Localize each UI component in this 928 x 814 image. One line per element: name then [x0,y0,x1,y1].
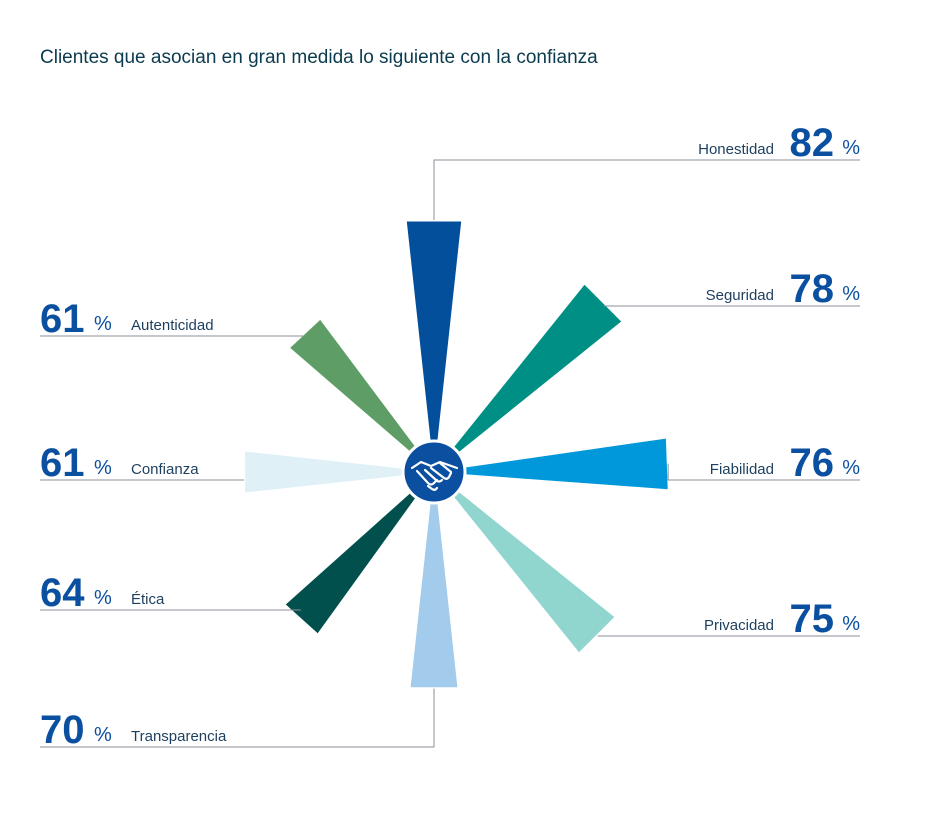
bar-fiabilidad [434,438,668,490]
value-fiabilidad: 76 [790,441,835,485]
percent-sign-transparencia: % [94,724,112,746]
leader-lines-group [40,159,860,748]
label-autenticidad: Autenticidad [131,317,214,334]
leader-line-honestidad [433,159,860,220]
value-etica: 64 [40,571,85,615]
bar-transparencia [410,472,458,688]
percent-sign-fiabilidad: % [842,457,860,479]
leader-line-transparencia [40,688,435,748]
bar-autenticidad [290,319,434,472]
value-autenticidad: 61 [40,297,85,341]
percent-sign-etica: % [94,587,112,609]
percent-sign-honestidad: % [842,137,860,159]
bar-confianza [245,451,434,493]
value-honestidad: 82 [790,121,835,165]
bar-seguridad [434,284,622,472]
label-honestidad: Honestidad [698,141,774,158]
leader-line-fiabilidad [667,463,860,481]
label-confianza: Confianza [131,461,199,478]
label-transparencia: Transparencia [131,728,227,745]
percent-sign-confianza: % [94,457,112,479]
handshake-icon [410,460,459,491]
label-seguridad: Seguridad [706,287,774,304]
labels-group: % 82 Honestidad% 78 Seguridad% 76 Fiabilidad% 7… [40,121,860,752]
percent-sign-autenticidad: % [94,313,112,335]
value-confianza: 61 [40,441,85,485]
value-privacidad: 75 [790,597,835,641]
value-seguridad: 78 [790,267,835,311]
center-circle [401,439,467,505]
percent-sign-seguridad: % [842,283,860,305]
chart-title: Clientes que asocian en gran medida lo s… [40,47,598,68]
label-privacidad: Privacidad [704,617,774,634]
bar-honestidad [406,221,462,472]
bar-etica [285,472,434,634]
center-badge [401,439,467,505]
label-etica: Ética [131,591,165,608]
bars-group [245,221,668,688]
label-fiabilidad: Fiabilidad [710,461,774,478]
bar-privacidad [434,472,615,653]
percent-sign-privacidad: % [842,613,860,635]
value-transparencia: 70 [40,708,85,752]
